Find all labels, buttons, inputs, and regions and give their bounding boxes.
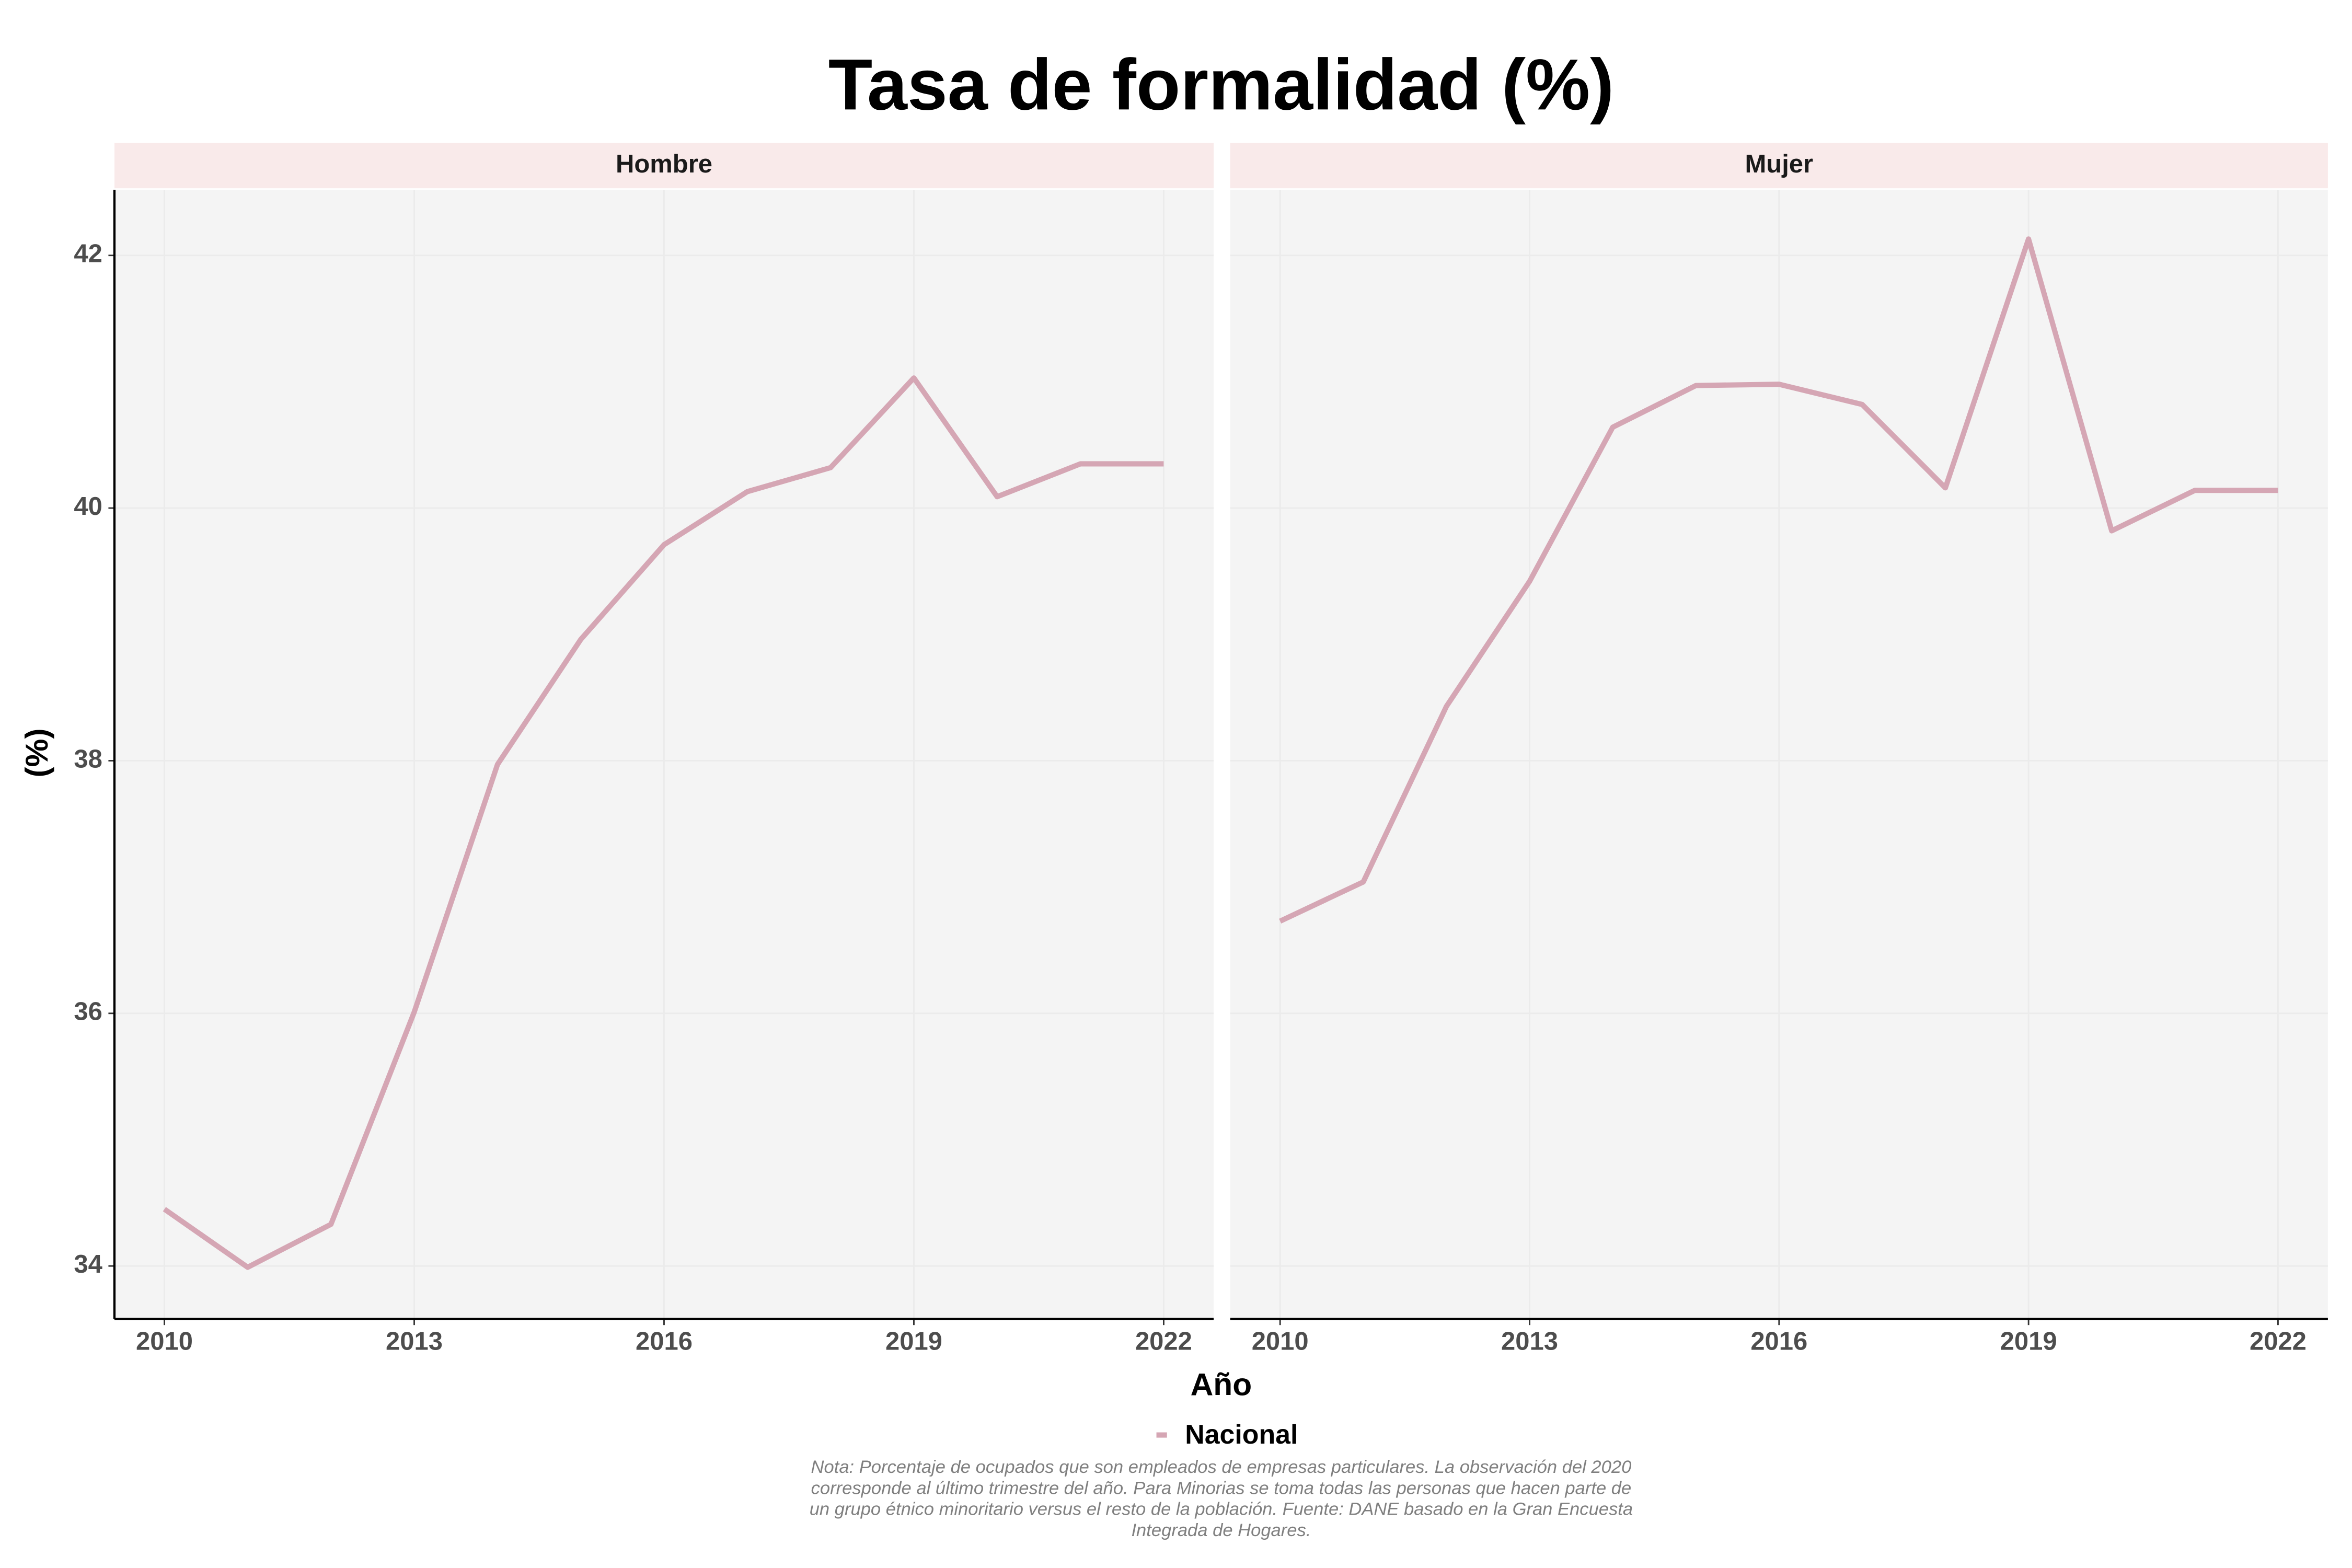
note: un grupo étnico minoritario versus el re… — [810, 1500, 1633, 1519]
facet-strip — [1230, 143, 2328, 189]
facet-title: Hombre — [616, 150, 712, 178]
y-tick-label: 38 — [74, 745, 102, 773]
y-tick-label: 34 — [74, 1250, 102, 1278]
x-tick-label: 2010 — [1252, 1328, 1309, 1356]
x-tick-label: 2022 — [2250, 1328, 2307, 1356]
y-tick-label: 36 — [74, 998, 102, 1026]
x-tick-label: 2022 — [1135, 1328, 1192, 1356]
legend-label: Nacional — [1185, 1419, 1298, 1449]
facet-strip — [114, 143, 1214, 189]
x-axis-label: Año — [1191, 1366, 1252, 1402]
y-axis-label: (%) — [19, 728, 54, 777]
x-tick-label: 2010 — [136, 1328, 193, 1356]
y-tick-label: 42 — [74, 240, 102, 268]
note: Nota: Porcentaje de ocupados que son emp… — [811, 1457, 1632, 1477]
note: corresponde al último trimestre del año.… — [811, 1478, 1632, 1498]
x-tick-label: 2016 — [636, 1328, 693, 1356]
x-tick-label: 2019 — [885, 1328, 942, 1356]
x-tick-label: 2019 — [2000, 1328, 2057, 1356]
y-tick-label: 40 — [74, 492, 102, 521]
x-tick-label: 2013 — [1501, 1328, 1558, 1356]
x-tick-label: 2013 — [386, 1328, 443, 1356]
data-line — [163, 375, 1164, 1270]
facet-title: Mujer — [1745, 150, 1814, 178]
note: Integrada de Hogares. — [1131, 1520, 1311, 1540]
chart-title: Tasa de formalidad (%) — [828, 44, 1614, 125]
x-tick-label: 2016 — [1750, 1328, 1807, 1356]
data-line — [1279, 236, 2278, 924]
